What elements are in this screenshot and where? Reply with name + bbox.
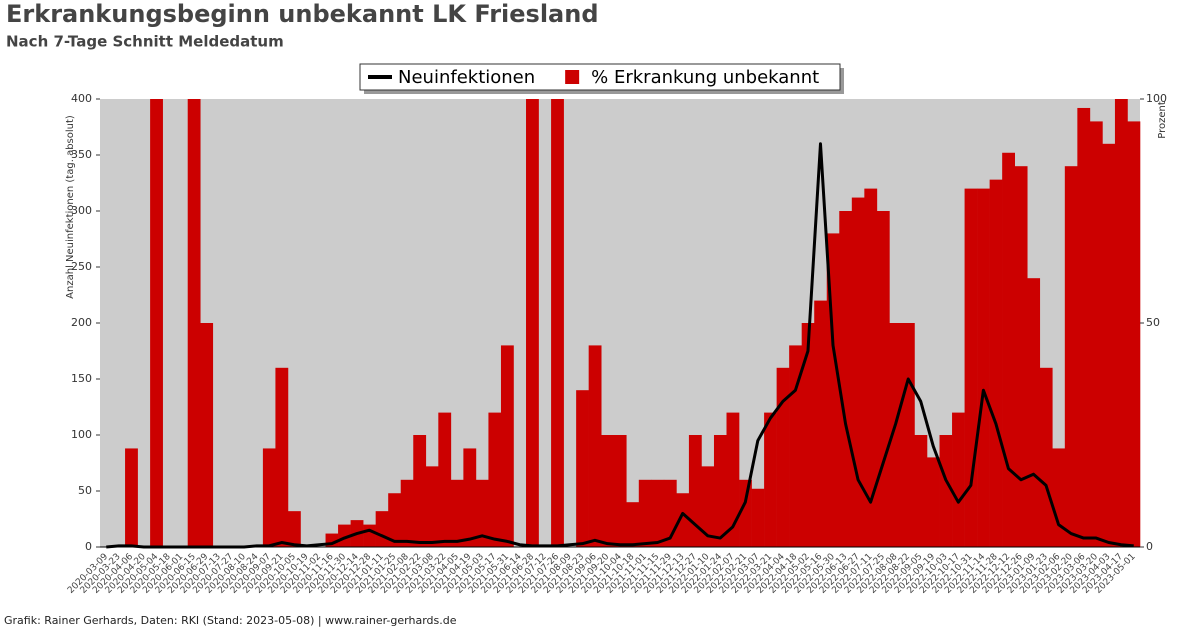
y-tick-label: 250 xyxy=(71,260,92,273)
bar xyxy=(688,435,702,547)
y-tick-label: 50 xyxy=(78,484,92,497)
bar xyxy=(287,511,301,547)
legend-box xyxy=(359,63,841,91)
y-tick-label: 0 xyxy=(85,540,92,553)
y-tick-label: 150 xyxy=(71,372,92,385)
bar xyxy=(1089,121,1103,548)
bar xyxy=(977,188,990,547)
y2-axis-label: Prozent xyxy=(1157,101,1168,139)
bar xyxy=(450,479,464,547)
bar xyxy=(1052,448,1066,547)
bar xyxy=(701,466,715,547)
bar xyxy=(463,448,477,547)
bar xyxy=(1127,121,1141,548)
bar xyxy=(764,412,777,547)
bar xyxy=(939,435,953,547)
y2-tick-label: 0 xyxy=(1146,540,1153,553)
bar xyxy=(551,99,564,547)
bar xyxy=(576,390,589,547)
chart-subtitle: Nach 7-Tage Schnitt Meldedatum xyxy=(6,33,284,51)
bar xyxy=(588,345,602,547)
bar xyxy=(789,345,802,547)
bar xyxy=(713,435,727,547)
bar xyxy=(626,502,640,547)
bar xyxy=(851,197,865,547)
bar xyxy=(375,511,389,547)
y-tick-label: 350 xyxy=(71,148,92,161)
y-tick-label: 100 xyxy=(71,428,92,441)
footer: Grafik: Rainer Gerhards, Daten: RKI (Sta… xyxy=(4,614,457,627)
y-tick-label: 400 xyxy=(71,92,92,105)
bar xyxy=(275,367,289,547)
bar xyxy=(751,488,765,547)
bar xyxy=(488,412,502,547)
bar xyxy=(1064,166,1078,547)
bar xyxy=(1027,278,1041,547)
chart-title: Erkrankungsbeginn unbekannt LK Friesland xyxy=(6,0,599,28)
legend-label: % Erkrankung unbekannt xyxy=(591,67,819,88)
bar xyxy=(889,323,903,547)
line xyxy=(106,142,1134,549)
bar xyxy=(1114,99,1128,547)
bar xyxy=(475,479,489,547)
bar xyxy=(500,345,514,547)
y-tick-label: 200 xyxy=(71,316,92,329)
y2-tick-label: 50 xyxy=(1146,316,1160,329)
bar xyxy=(400,479,414,547)
bar xyxy=(1102,143,1116,548)
bar xyxy=(425,466,439,547)
bar xyxy=(901,323,915,547)
bar xyxy=(526,99,539,547)
bar xyxy=(989,179,1003,547)
bar xyxy=(338,524,351,547)
legend-swatch xyxy=(565,70,580,84)
bar xyxy=(876,211,890,547)
y-tick-label: 300 xyxy=(71,204,92,217)
y-axis-label: Anzahl Neuinfektionen (tag. absolut) xyxy=(65,115,76,299)
legend-label: Neuinfektionen xyxy=(398,67,535,88)
bar xyxy=(651,479,665,547)
bar xyxy=(262,448,276,547)
bar xyxy=(1014,166,1028,547)
bar xyxy=(388,493,402,547)
bar xyxy=(601,435,615,547)
bar xyxy=(187,99,201,547)
bar xyxy=(613,435,627,547)
bar xyxy=(638,479,652,547)
bar xyxy=(438,412,452,547)
bar xyxy=(1039,367,1053,547)
bar xyxy=(363,524,376,547)
bar xyxy=(125,448,138,547)
bar xyxy=(413,435,427,547)
bar xyxy=(739,479,752,547)
bar xyxy=(676,493,690,547)
bar xyxy=(839,211,853,547)
bar xyxy=(952,412,965,547)
bar xyxy=(1002,152,1015,547)
bar xyxy=(150,99,163,547)
bar xyxy=(814,300,828,547)
bar xyxy=(926,457,940,547)
bar xyxy=(864,188,878,547)
bar xyxy=(200,323,214,547)
bar xyxy=(1077,107,1091,548)
y2-tick-label: 100 xyxy=(1146,92,1167,105)
bar xyxy=(776,367,790,547)
bar xyxy=(801,323,815,547)
bar xyxy=(914,435,928,547)
bar xyxy=(726,412,740,547)
